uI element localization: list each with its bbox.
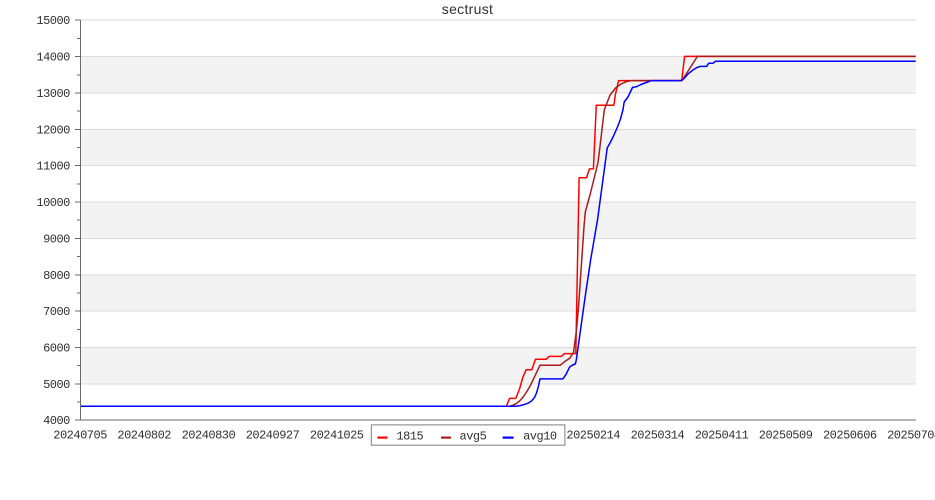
svg-text:5000: 5000 bbox=[43, 378, 70, 392]
svg-text:20240927: 20240927 bbox=[246, 428, 300, 442]
svg-text:15000: 15000 bbox=[36, 14, 70, 28]
svg-text:20240802: 20240802 bbox=[117, 428, 171, 442]
svg-text:20250411: 20250411 bbox=[695, 428, 749, 442]
svg-text:7000: 7000 bbox=[43, 305, 70, 319]
svg-text:20240830: 20240830 bbox=[182, 428, 236, 442]
svg-text:4000: 4000 bbox=[43, 414, 70, 428]
svg-text:14000: 14000 bbox=[36, 51, 70, 65]
svg-text:20250704: 20250704 bbox=[887, 428, 935, 442]
svg-text:8000: 8000 bbox=[43, 269, 70, 283]
svg-text:11000: 11000 bbox=[36, 160, 70, 174]
svg-text:10000: 10000 bbox=[36, 196, 70, 210]
svg-text:sectrust: sectrust bbox=[442, 1, 493, 17]
svg-text:20250214: 20250214 bbox=[566, 428, 620, 442]
svg-text:20250314: 20250314 bbox=[631, 428, 685, 442]
svg-text:12000: 12000 bbox=[36, 123, 70, 137]
svg-text:20240705: 20240705 bbox=[53, 428, 107, 442]
svg-text:13000: 13000 bbox=[36, 87, 70, 101]
svg-text:9000: 9000 bbox=[43, 232, 70, 246]
svg-text:20250606: 20250606 bbox=[823, 428, 877, 442]
svg-text:avg10: avg10 bbox=[523, 430, 557, 444]
svg-text:20250509: 20250509 bbox=[759, 428, 813, 442]
svg-text:6000: 6000 bbox=[43, 341, 70, 355]
svg-text:1815: 1815 bbox=[396, 430, 423, 444]
svg-text:avg5: avg5 bbox=[460, 430, 487, 444]
svg-text:20241025: 20241025 bbox=[310, 428, 364, 442]
